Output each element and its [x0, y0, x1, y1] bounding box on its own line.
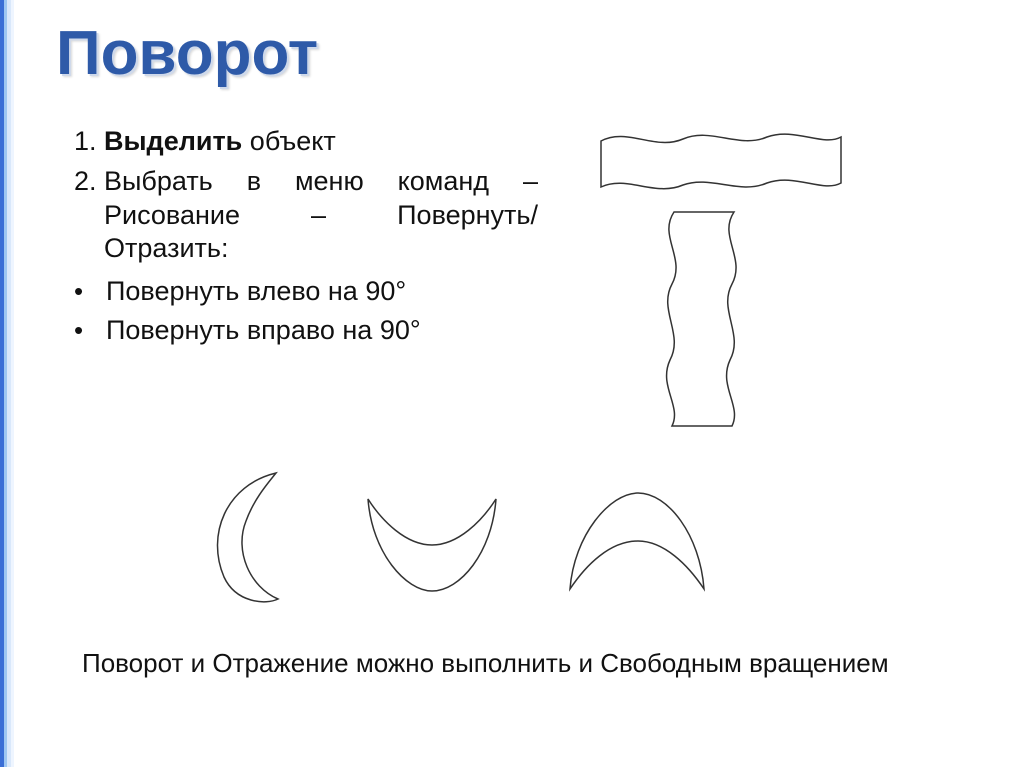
wave-shape-vertical: [652, 208, 752, 430]
wave-shape-horizontal: [597, 123, 845, 197]
list-item-2: Выбрать в меню команд – Рисование – Пове…: [104, 165, 538, 266]
moon-middle: [356, 483, 506, 603]
side-accent: [0, 0, 18, 767]
bullet-item-2: Повернуть вправо на 90°: [66, 315, 538, 346]
list-item-1: Выделить объект: [104, 125, 538, 159]
moon-left: [196, 465, 316, 605]
moon-shapes: [196, 465, 756, 615]
numbered-list: Выделить объект Выбрать в меню команд – …: [58, 125, 538, 266]
list-item-1-bold: Выделить: [104, 126, 242, 156]
list-item-1-rest: объект: [242, 126, 335, 156]
footer-text: Поворот и Отражение можно выполнить и Св…: [82, 648, 982, 679]
bullet-item-1: Повернуть влево на 90°: [66, 276, 538, 307]
slide: Поворот Выделить объект Выбрать в меню к…: [0, 0, 1024, 767]
accent-bar-4: [11, 0, 14, 767]
page-title: Поворот: [56, 18, 318, 89]
bullet-list: Повернуть влево на 90° Повернуть вправо …: [58, 276, 538, 346]
moon-right: [556, 483, 716, 603]
content-list: Выделить объект Выбрать в меню команд – …: [58, 125, 538, 354]
